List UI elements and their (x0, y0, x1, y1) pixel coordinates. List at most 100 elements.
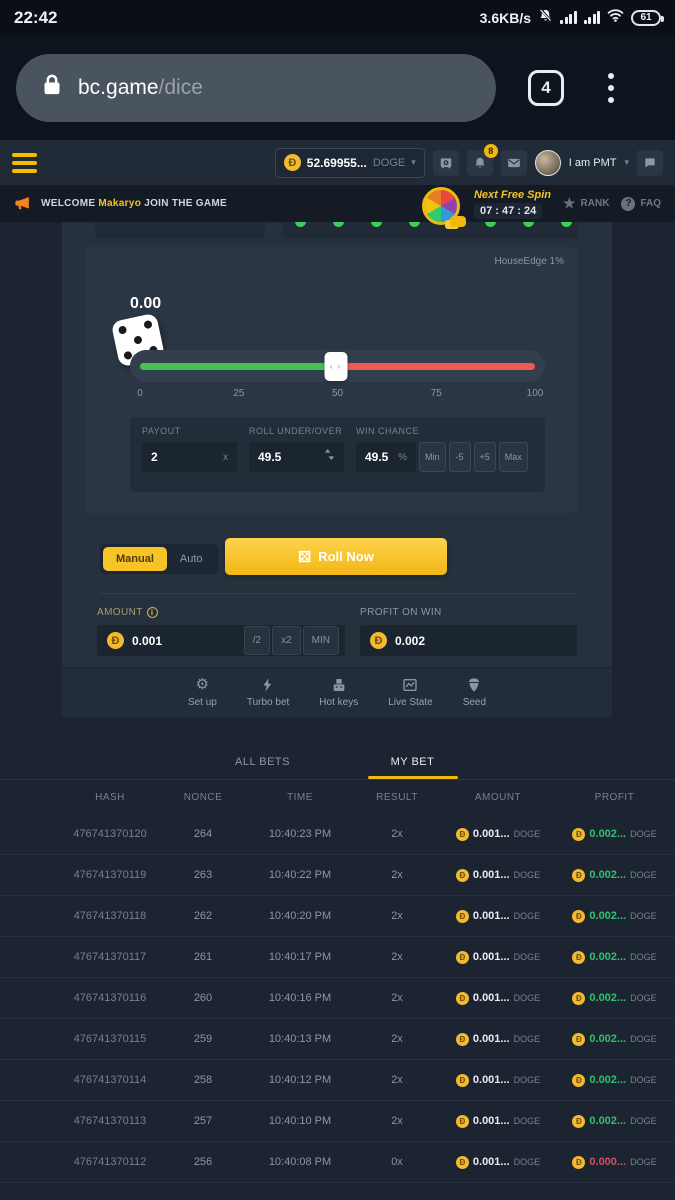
table-row[interactable]: 476741370116 260 10:40:16 PM 2x Đ 0.001.… (0, 978, 675, 1019)
tab-all-bets[interactable]: ALL BETS (188, 756, 338, 779)
table-row[interactable]: 476741370113 257 10:40:10 PM 2x Đ 0.001.… (0, 1101, 675, 1142)
bet-profit: Đ 0.002... DOGE (554, 1073, 675, 1087)
network-speed: 3.6KB/s (479, 9, 531, 26)
vault-button[interactable] (432, 149, 459, 176)
doge-coin-icon: Đ (455, 950, 469, 964)
bet-hash: 476741370120 (73, 828, 147, 840)
seed-button[interactable]: Seed (463, 677, 486, 708)
bet-hash: 476741370113 (73, 1115, 147, 1127)
table-row[interactable]: 476741370117 261 10:40:17 PM 2x Đ 0.001.… (0, 937, 675, 978)
payout-input[interactable]: 2 x (142, 442, 237, 472)
bet-result: 2x (391, 992, 403, 1004)
welcome-prefix: WELCOME (41, 198, 96, 209)
table-row[interactable]: 476741370115 259 10:40:13 PM 2x Đ 0.001.… (0, 1019, 675, 1060)
table-row[interactable]: 476741370120 264 10:40:23 PM 2x Đ 0.001.… (0, 814, 675, 855)
faq-button[interactable]: ? FAQ (621, 196, 661, 211)
win-chance-plus5-button[interactable]: +5 (473, 442, 496, 472)
result-dot (485, 222, 496, 227)
result-dot (371, 222, 382, 227)
url-bar[interactable]: bc.game/dice (16, 53, 496, 122)
live-state-button[interactable]: Live State (388, 677, 433, 708)
roll-under-over-input[interactable]: 49.5 (249, 442, 344, 472)
bet-hash: 476741370119 (73, 869, 147, 881)
hamburger-menu-button[interactable] (12, 152, 37, 173)
bet-amount: Đ 0.001... DOGE (442, 950, 554, 964)
table-row[interactable]: 476741370119 263 10:40:22 PM 2x Đ 0.001.… (0, 855, 675, 896)
win-chance-input[interactable]: 49.5 % (356, 442, 416, 472)
win-chance-max-button[interactable]: Max (498, 442, 528, 472)
messages-button[interactable] (500, 149, 527, 176)
free-spin-label: Next Free Spin (473, 188, 551, 201)
tick-0: 0 (137, 388, 143, 399)
chevron-down-icon: ▾ (411, 157, 416, 167)
bet-result: 2x (391, 951, 403, 963)
bet-result: 2x (391, 1115, 403, 1127)
roll-now-button[interactable]: ⚄ Roll Now (225, 538, 447, 575)
bet-time: 10:40:20 PM (268, 910, 332, 922)
amount-input[interactable]: Đ 0.001 /2 x2 MIN (97, 625, 345, 656)
bet-time: 10:40:16 PM (268, 992, 332, 1004)
doge-coin-icon: Đ (455, 991, 469, 1005)
dice-glyph-icon: ⚄ (298, 548, 312, 566)
bet-nonce: 258 (193, 1074, 213, 1086)
welcome-suffix: JOIN THE GAME (144, 198, 227, 209)
avatar[interactable] (534, 149, 561, 176)
win-chance-value: 49.5 (365, 450, 389, 464)
hot-keys-button[interactable]: Hot keys (319, 677, 358, 708)
turbo-bet-label: Turbo bet (246, 697, 290, 708)
swap-icon[interactable] (324, 448, 335, 466)
auto-mode-button[interactable]: Auto (179, 553, 203, 565)
table-row[interactable]: 476741370112 256 10:40:08 PM 0x Đ 0.001.… (0, 1142, 675, 1183)
amount-min-button[interactable]: MIN (302, 626, 339, 655)
bet-time: 10:40:22 PM (268, 869, 332, 881)
bet-result: 0x (391, 1156, 403, 1168)
chat-button[interactable] (637, 149, 663, 176)
bet-nonce: 259 (193, 1033, 213, 1045)
question-icon: ? (621, 196, 636, 211)
bet-amount: Đ 0.001... DOGE (442, 868, 554, 882)
setup-label: Set up (187, 697, 217, 708)
amount-double-button[interactable]: x2 (272, 626, 301, 655)
chat-icon (645, 157, 655, 168)
bet-time: 10:40:10 PM (268, 1115, 332, 1127)
bet-profit: Đ 0.002... DOGE (554, 827, 675, 841)
slider-track[interactable]: ‹ › (140, 351, 535, 381)
balance-currency: DOGE (372, 156, 406, 169)
roll-slider[interactable]: ‹ › (130, 350, 545, 382)
info-icon[interactable]: i (146, 607, 158, 618)
roll-value: 49.5 (258, 450, 282, 464)
bet-result: 2x (391, 910, 403, 922)
tab-counter-button[interactable]: 4 (528, 69, 564, 106)
bet-amount: Đ 0.001... DOGE (442, 1073, 554, 1087)
win-chance-minus5-button[interactable]: -5 (448, 442, 471, 472)
slider-handle[interactable]: ‹ › (324, 351, 348, 381)
notifications-button[interactable]: 8 (466, 143, 498, 176)
rank-button[interactable]: ★ RANK (563, 195, 609, 212)
doge-coin-icon: Đ (455, 1114, 469, 1128)
doge-coin-icon: Đ (572, 991, 586, 1005)
free-spin-wheel-icon[interactable] (421, 186, 466, 227)
welcome-banner: WELCOME Makaryo JOIN THE GAME Next Free … (0, 185, 675, 227)
result-dot (409, 222, 420, 227)
doge-coin-icon: Đ (455, 1073, 469, 1087)
bets-table: HASH NONCE TIME RESULT AMOUNT PROFIT 476… (0, 780, 675, 1183)
tab-my-bet[interactable]: MY BET (338, 756, 488, 779)
win-chance-min-button[interactable]: Min (419, 442, 446, 472)
username[interactable]: I am PMT (568, 156, 617, 169)
my-bet-label: MY BET (390, 756, 435, 768)
manual-mode-button[interactable]: Manual (103, 547, 167, 571)
table-row[interactable]: 476741370118 262 10:40:20 PM 2x Đ 0.001.… (0, 896, 675, 937)
col-time: TIME (287, 791, 313, 803)
amount-half-button[interactable]: /2 (243, 626, 271, 655)
bet-nonce: 262 (193, 910, 213, 922)
signal-icon (560, 11, 577, 24)
bet-hash: 476741370117 (73, 951, 147, 963)
bet-profit: Đ 0.002... DOGE (554, 1114, 675, 1128)
url-text: bc.game/dice (78, 76, 203, 100)
balance-selector[interactable]: Đ 52.69955... DOGE ▾ (274, 147, 425, 178)
setup-button[interactable]: ⚙ Set up (187, 677, 217, 709)
browser-menu-button[interactable] (608, 72, 614, 103)
turbo-bet-button[interactable]: Turbo bet (247, 677, 289, 708)
table-row[interactable]: 476741370114 258 10:40:12 PM 2x Đ 0.001.… (0, 1060, 675, 1101)
